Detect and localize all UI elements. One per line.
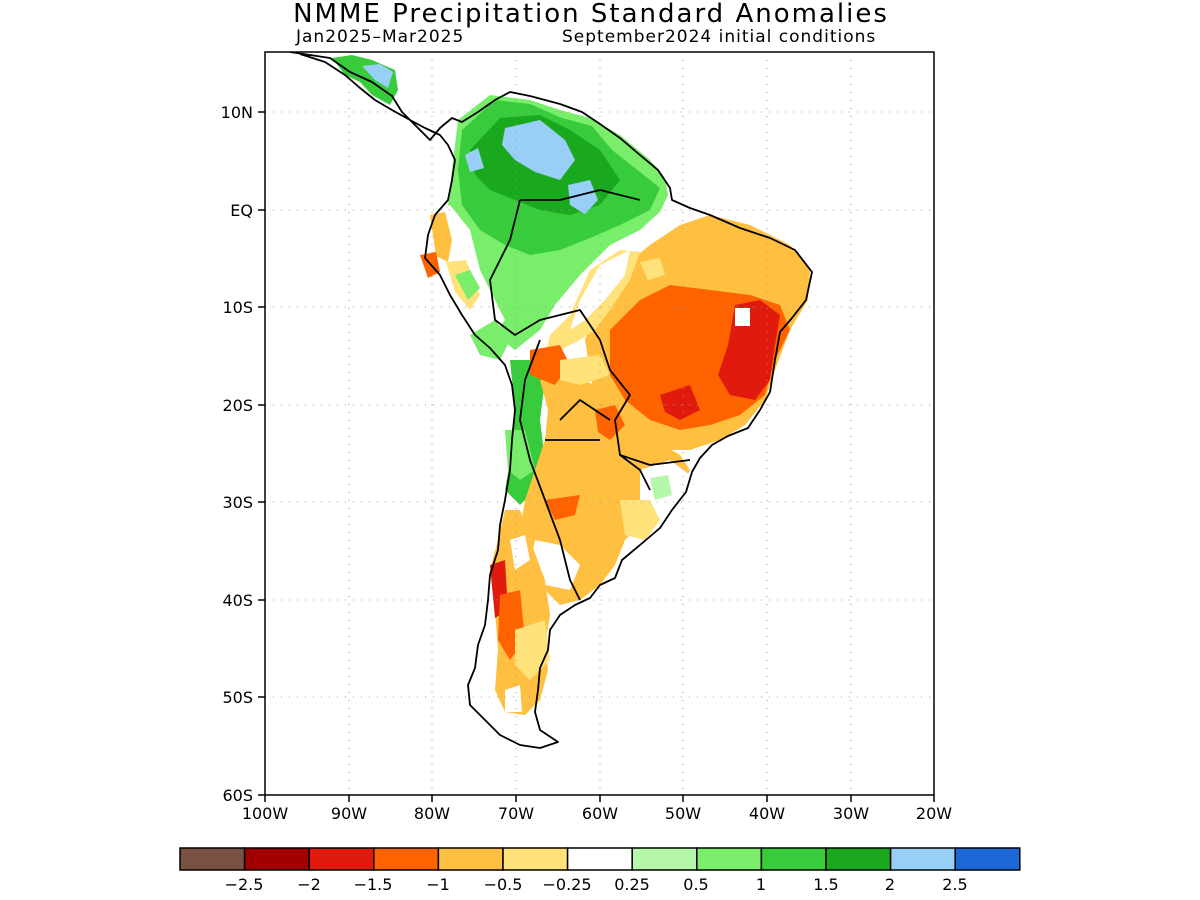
colorbar-swatch bbox=[179, 847, 246, 871]
lat-label: EQ bbox=[230, 201, 253, 220]
lon-label: 50W bbox=[665, 804, 701, 823]
lon-label: 30W bbox=[833, 804, 869, 823]
anomaly-shading bbox=[332, 55, 810, 715]
colorbar-label: 0.25 bbox=[614, 875, 650, 894]
colorbar-label: −0.25 bbox=[542, 875, 591, 894]
lon-label: 80W bbox=[414, 804, 450, 823]
lon-label: 70W bbox=[498, 804, 534, 823]
colorbar-swatch bbox=[760, 847, 827, 871]
colorbar-swatch bbox=[308, 847, 375, 871]
lon-label: 40W bbox=[749, 804, 785, 823]
colorbar-swatch bbox=[825, 847, 892, 871]
colorbar-label: 2.5 bbox=[942, 875, 967, 894]
colorbar-label: 1.5 bbox=[813, 875, 838, 894]
colorbar-swatch bbox=[566, 847, 633, 871]
colorbar-swatch bbox=[696, 847, 763, 871]
map-title: NMME Precipitation Standard Anomalies bbox=[293, 0, 889, 29]
colorbar-labels: −2.5 −2 −1.5 −1 −0.5 −0.25 0.25 0.5 1 1.… bbox=[225, 875, 968, 894]
forecast-period: Jan2025–Mar2025 bbox=[296, 27, 465, 47]
axis-ticks bbox=[258, 111, 935, 802]
colorbar-swatch bbox=[373, 847, 440, 871]
lat-label: 40S bbox=[222, 591, 253, 610]
colorbar-swatch bbox=[437, 847, 504, 871]
colorbar-label: 2 bbox=[885, 875, 895, 894]
coastlines bbox=[289, 52, 813, 749]
colorbar-swatch bbox=[243, 847, 310, 871]
colorbar-label: 1 bbox=[756, 875, 766, 894]
colorbar-label: 0.5 bbox=[683, 875, 708, 894]
lon-label: 90W bbox=[331, 804, 367, 823]
lat-label: 50S bbox=[222, 688, 253, 707]
lat-label: 20S bbox=[222, 396, 253, 415]
lat-label: 60S bbox=[222, 786, 253, 805]
colorbar bbox=[179, 847, 1021, 871]
colorbar-label: −1 bbox=[426, 875, 450, 894]
lat-labels: 10N EQ 10S 20S 30S 40S 50S 60S bbox=[221, 103, 253, 805]
lat-label: 10S bbox=[222, 298, 253, 317]
colorbar-label: −2.5 bbox=[225, 875, 264, 894]
colorbar-label: −1.5 bbox=[354, 875, 393, 894]
colorbar-swatch bbox=[502, 847, 569, 871]
lon-label: 20W bbox=[916, 804, 952, 823]
lat-label: 10N bbox=[221, 103, 253, 122]
initial-conditions: September2024 initial conditions bbox=[562, 27, 877, 47]
colorbar-swatch bbox=[889, 847, 956, 871]
lat-label: 30S bbox=[222, 493, 253, 512]
lon-label: 60W bbox=[582, 804, 618, 823]
colorbar-label: −2 bbox=[297, 875, 321, 894]
colorbar-label: −0.5 bbox=[484, 875, 523, 894]
colorbar-swatch bbox=[954, 847, 1021, 871]
lon-label: 100W bbox=[242, 804, 289, 823]
lon-labels: 100W 90W 80W 70W 60W 50W 40W 30W 20W bbox=[242, 804, 952, 823]
colorbar-swatch bbox=[631, 847, 698, 871]
